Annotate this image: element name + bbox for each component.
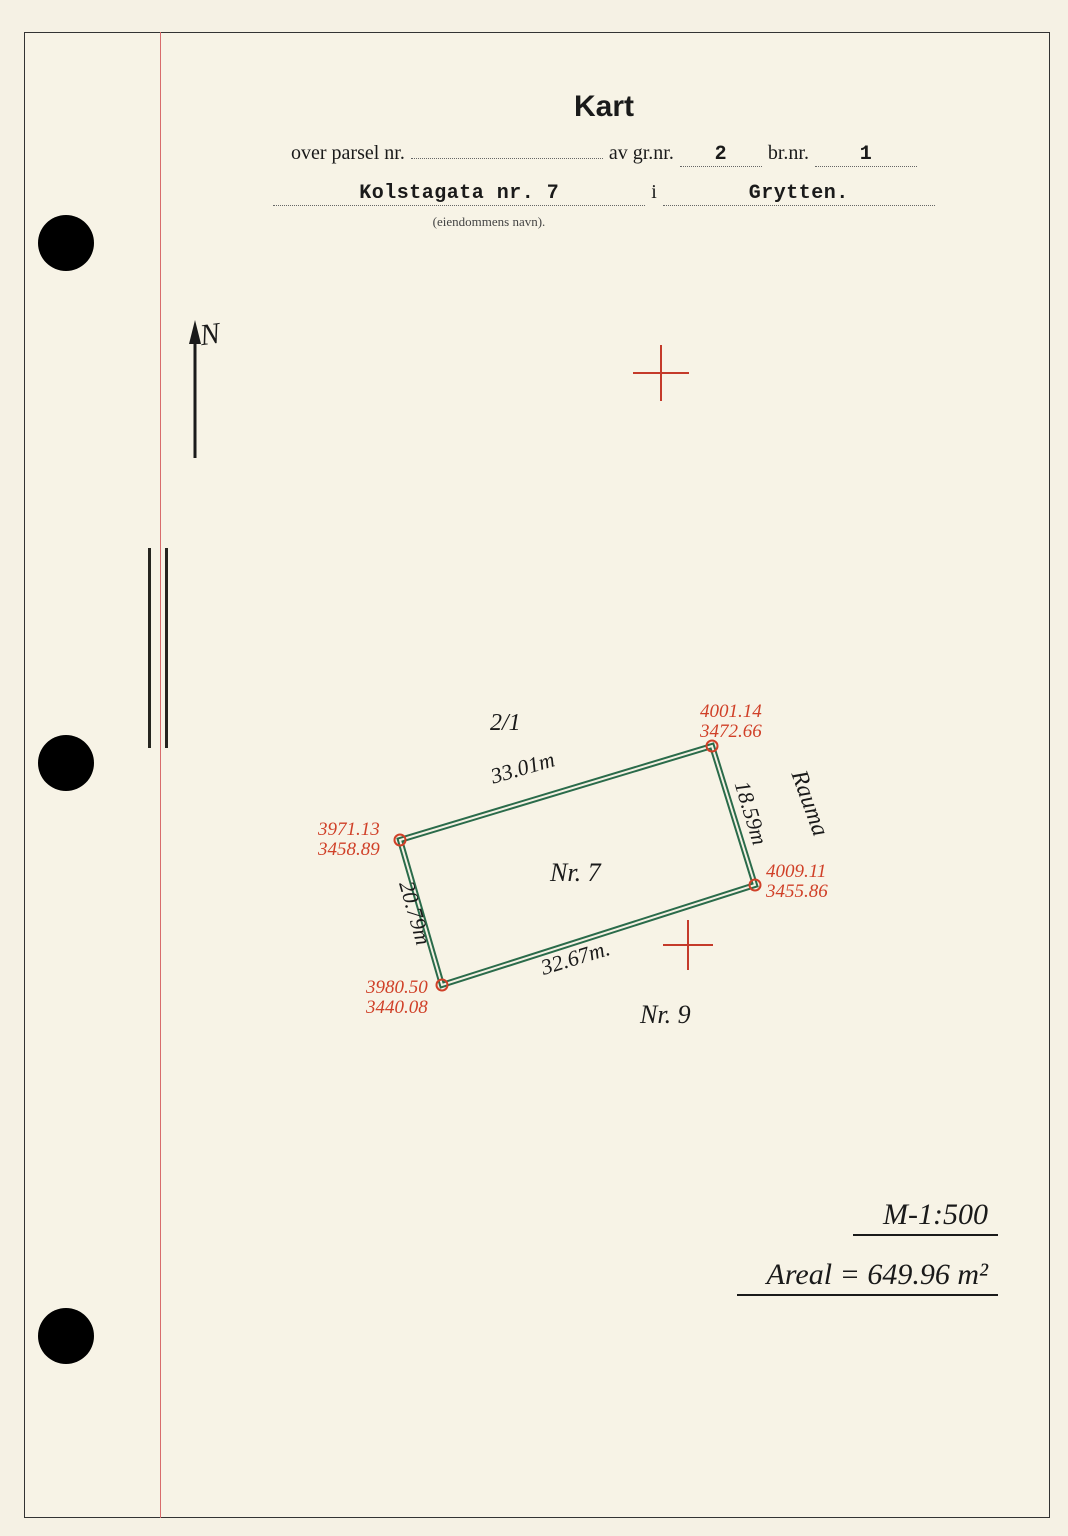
neighbor-bottom: Nr. 9	[640, 1000, 691, 1030]
label-brnr: br.nr.	[768, 142, 809, 165]
scale-label: M-1:500	[853, 1194, 998, 1236]
corner-coord-tl: 3971.13 3458.89	[318, 820, 380, 860]
neighbor-top: 2/1	[490, 710, 521, 737]
field-municipality: Grytten.	[663, 182, 935, 206]
parcel-center-label: Nr. 7	[550, 858, 601, 888]
field-grnr: 2	[680, 143, 762, 167]
corner-coord-bl: 3980.50 3440.08	[366, 978, 428, 1018]
field-property-name: Kolstagata nr. 7	[273, 182, 645, 206]
page-title: Kart	[180, 90, 1028, 124]
binder-hole	[38, 1308, 94, 1364]
label-parsel: over parsel nr.	[291, 142, 405, 165]
crosshair-icon	[633, 345, 689, 401]
corner-coord-rb: 4009.11 3455.86	[766, 862, 828, 902]
corner-coord-tr: 4001.14 3472.66	[700, 702, 762, 742]
area-label: Areal = 649.96 m²	[737, 1254, 998, 1296]
double-margin-mark	[148, 548, 168, 748]
label-grnr: av gr.nr.	[609, 142, 674, 165]
field-parsel	[411, 158, 603, 159]
field-brnr: 1	[815, 143, 917, 167]
form-header: Kart over parsel nr. av gr.nr. 2 br.nr. …	[180, 90, 1028, 230]
left-margin-rule	[160, 32, 161, 1518]
footer-notes: M-1:500 Areal = 649.96 m²	[737, 1176, 998, 1296]
sublabel-property: (eiendommens navn).	[0, 214, 1028, 230]
label-i: i	[651, 181, 657, 204]
binder-hole	[38, 735, 94, 791]
document-page: Kart over parsel nr. av gr.nr. 2 br.nr. …	[0, 0, 1068, 1536]
